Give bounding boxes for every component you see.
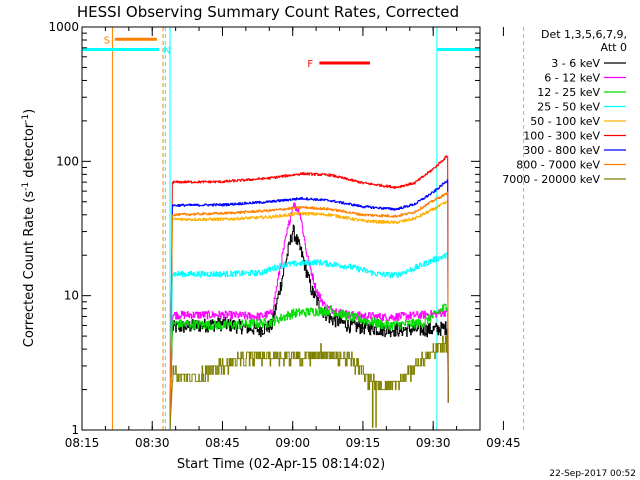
x-tick-label: 09:15 bbox=[346, 436, 381, 450]
y-label-part1: Corrected Count Rate (s bbox=[22, 191, 37, 348]
legend-label: 25 - 50 keV bbox=[537, 101, 600, 114]
annotations: S N F bbox=[82, 27, 525, 430]
legend-label: 800 - 7000 keV bbox=[516, 159, 600, 172]
series-line-3-6 bbox=[169, 224, 449, 431]
night-label: N bbox=[163, 45, 170, 56]
legend-title-line2: Att 0 bbox=[601, 41, 627, 54]
legend-label: 300 - 800 keV bbox=[523, 144, 600, 157]
series-line-7000-20000 bbox=[169, 335, 449, 431]
legend-label: 3 - 6 keV bbox=[551, 57, 600, 70]
flare-label: F bbox=[307, 59, 313, 70]
y-axis: 1 10 100 1000 bbox=[48, 20, 480, 437]
series-line-100-300 bbox=[169, 155, 449, 431]
legend-label: 100 - 300 keV bbox=[523, 130, 600, 143]
series-line-12-25 bbox=[169, 303, 449, 431]
legend-label: 12 - 25 keV bbox=[537, 86, 600, 99]
legend-label: 7000 - 20000 keV bbox=[502, 173, 600, 186]
series-layer bbox=[169, 155, 449, 431]
x-tick-label: 09:00 bbox=[275, 436, 310, 450]
plot-frame bbox=[81, 26, 481, 431]
y-tick-label: 1000 bbox=[48, 20, 79, 34]
series-line-800-7000 bbox=[169, 191, 449, 431]
series-line-6-12 bbox=[169, 202, 449, 431]
series-line-300-800 bbox=[169, 179, 449, 431]
x-tick-label: 08:45 bbox=[205, 436, 240, 450]
chart-title: HESSI Observing Summary Count Rates, Cor… bbox=[77, 3, 459, 21]
x-tick-label: 09:30 bbox=[416, 436, 451, 450]
series-line-50-100 bbox=[169, 200, 449, 431]
timestamp: 22-Sep-2017 00:52 bbox=[549, 469, 636, 479]
legend-label: 50 - 100 keV bbox=[530, 115, 600, 128]
y-tick-label: 100 bbox=[56, 154, 79, 168]
x-tick-label: 08:15 bbox=[65, 436, 100, 450]
x-tick-label: 09:45 bbox=[486, 436, 521, 450]
x-tick-label: 08:30 bbox=[135, 436, 170, 450]
legend-title-line1: Det 1,3,5,6,7,9, bbox=[541, 28, 627, 41]
y-tick-label: 1 bbox=[71, 423, 79, 437]
y-label-sup2: -1 bbox=[21, 114, 31, 123]
y-label-sup1: -1 bbox=[21, 182, 31, 191]
legend-label: 6 - 12 keV bbox=[544, 72, 600, 85]
legend: Det 1,3,5,6,7,9, Att 0 3 - 6 keV 6 - 12 k… bbox=[502, 28, 627, 186]
y-label-part2: detector bbox=[22, 122, 37, 182]
y-label-part3: ) bbox=[22, 109, 37, 114]
x-axis: 08:15 08:30 08:45 09:00 09:15 09:30 09:45 bbox=[65, 27, 521, 450]
y-tick-label: 10 bbox=[64, 289, 79, 303]
saa-label: S bbox=[104, 35, 110, 46]
series-line-25-50 bbox=[169, 252, 449, 431]
y-axis-label: Corrected Count Rate (s-1 detector-1) bbox=[21, 109, 37, 347]
x-axis-label: Start Time (02-Apr-15 08:14:02) bbox=[177, 457, 385, 472]
